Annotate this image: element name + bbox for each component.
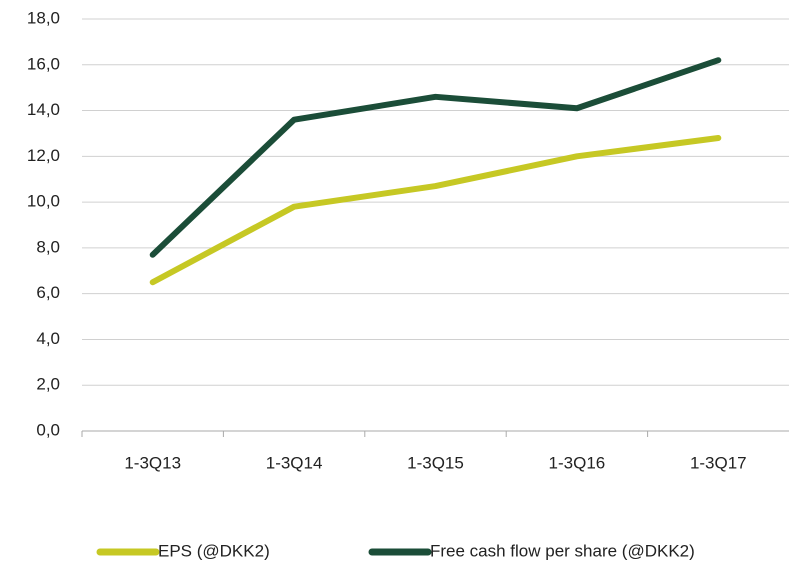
legend-label: Free cash flow per share (@DKK2) bbox=[430, 541, 695, 560]
y-tick-label: 8,0 bbox=[36, 237, 60, 256]
x-tick-label: 1-3Q15 bbox=[407, 453, 464, 472]
y-tick-label: 6,0 bbox=[36, 283, 60, 302]
y-tick-label: 0,0 bbox=[36, 420, 60, 439]
x-tick-label: 1-3Q17 bbox=[690, 453, 747, 472]
line-series bbox=[149, 57, 722, 258]
x-tick-label: 1-3Q16 bbox=[549, 453, 606, 472]
y-tick-label: 12,0 bbox=[27, 146, 60, 165]
y-tick-label: 2,0 bbox=[36, 375, 60, 394]
y-tick-label: 18,0 bbox=[27, 8, 60, 27]
y-tick-label: 16,0 bbox=[27, 54, 60, 73]
line-series bbox=[149, 135, 722, 286]
legend-label: EPS (@DKK2) bbox=[158, 541, 270, 560]
y-tick-label: 4,0 bbox=[36, 329, 60, 348]
y-tick-label: 14,0 bbox=[27, 100, 60, 119]
x-tick-label: 1-3Q14 bbox=[266, 453, 323, 472]
x-tick-label: 1-3Q13 bbox=[124, 453, 181, 472]
y-tick-label: 10,0 bbox=[27, 192, 60, 211]
